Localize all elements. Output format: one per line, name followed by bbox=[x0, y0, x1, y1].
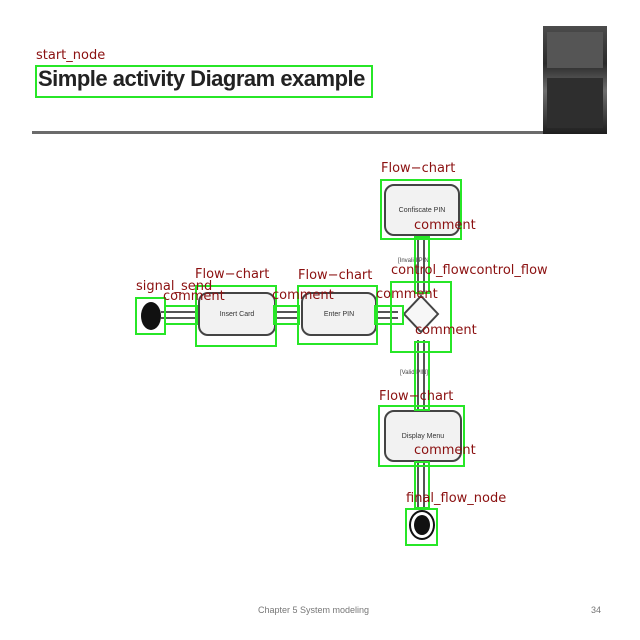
signal-send-label: signal_send bbox=[136, 279, 213, 294]
control-flow-box bbox=[390, 281, 452, 353]
slide-title: Simple activity Diagram example bbox=[38, 66, 365, 91]
comment-label-2: comment bbox=[163, 289, 225, 304]
confiscate-pin-node: Confiscate PIN bbox=[384, 184, 460, 236]
decision-diamond bbox=[402, 294, 440, 334]
guard-valid: [Valid PIN] bbox=[400, 370, 428, 376]
title-divider bbox=[32, 131, 547, 134]
comment-box-2 bbox=[164, 305, 198, 325]
comment-box-4 bbox=[374, 305, 404, 325]
slide-photo bbox=[543, 26, 607, 134]
comment-label-1: comment bbox=[414, 218, 476, 233]
slide-page-number: 34 bbox=[591, 605, 602, 615]
final-node-dot bbox=[414, 515, 430, 535]
flow-chart-box-3 bbox=[297, 285, 378, 345]
flow-chart-box-2 bbox=[195, 285, 277, 347]
comment-label-4: comment bbox=[376, 287, 438, 302]
final-flow-node-box bbox=[405, 508, 438, 546]
flow-chart-label-3: Flow−chart bbox=[298, 268, 373, 283]
final-flow-node-label: final_flow_node bbox=[406, 491, 507, 506]
comment-box-3 bbox=[273, 305, 300, 325]
enter-pin-node: Enter PIN bbox=[301, 292, 377, 336]
start-node-dot bbox=[141, 302, 161, 330]
display-menu-node: Display Menu bbox=[384, 410, 462, 462]
insert-card-node: Insert Card bbox=[198, 292, 276, 336]
flow-chart-label-2: Flow−chart bbox=[195, 267, 270, 282]
flow-chart-box-4 bbox=[378, 405, 465, 467]
comment-box-5 bbox=[414, 341, 430, 411]
slide-footer-chapter: Chapter 5 System modeling bbox=[258, 605, 370, 615]
flow-chart-box-1 bbox=[380, 179, 462, 240]
comment-label-5: comment bbox=[415, 323, 477, 338]
start-node-label: start_node bbox=[36, 48, 106, 63]
flow-chart-label-4: Flow−chart bbox=[379, 389, 454, 404]
start-node-box bbox=[35, 65, 373, 98]
comment-box-1 bbox=[414, 236, 430, 294]
comment-label-6: comment bbox=[414, 443, 476, 458]
control-flow-label: control_flowcontrol_flow bbox=[391, 263, 548, 278]
signal-send-box bbox=[135, 297, 166, 335]
flow-chart-label-1: Flow−chart bbox=[381, 161, 456, 176]
comment-label-3: comment bbox=[272, 288, 334, 303]
